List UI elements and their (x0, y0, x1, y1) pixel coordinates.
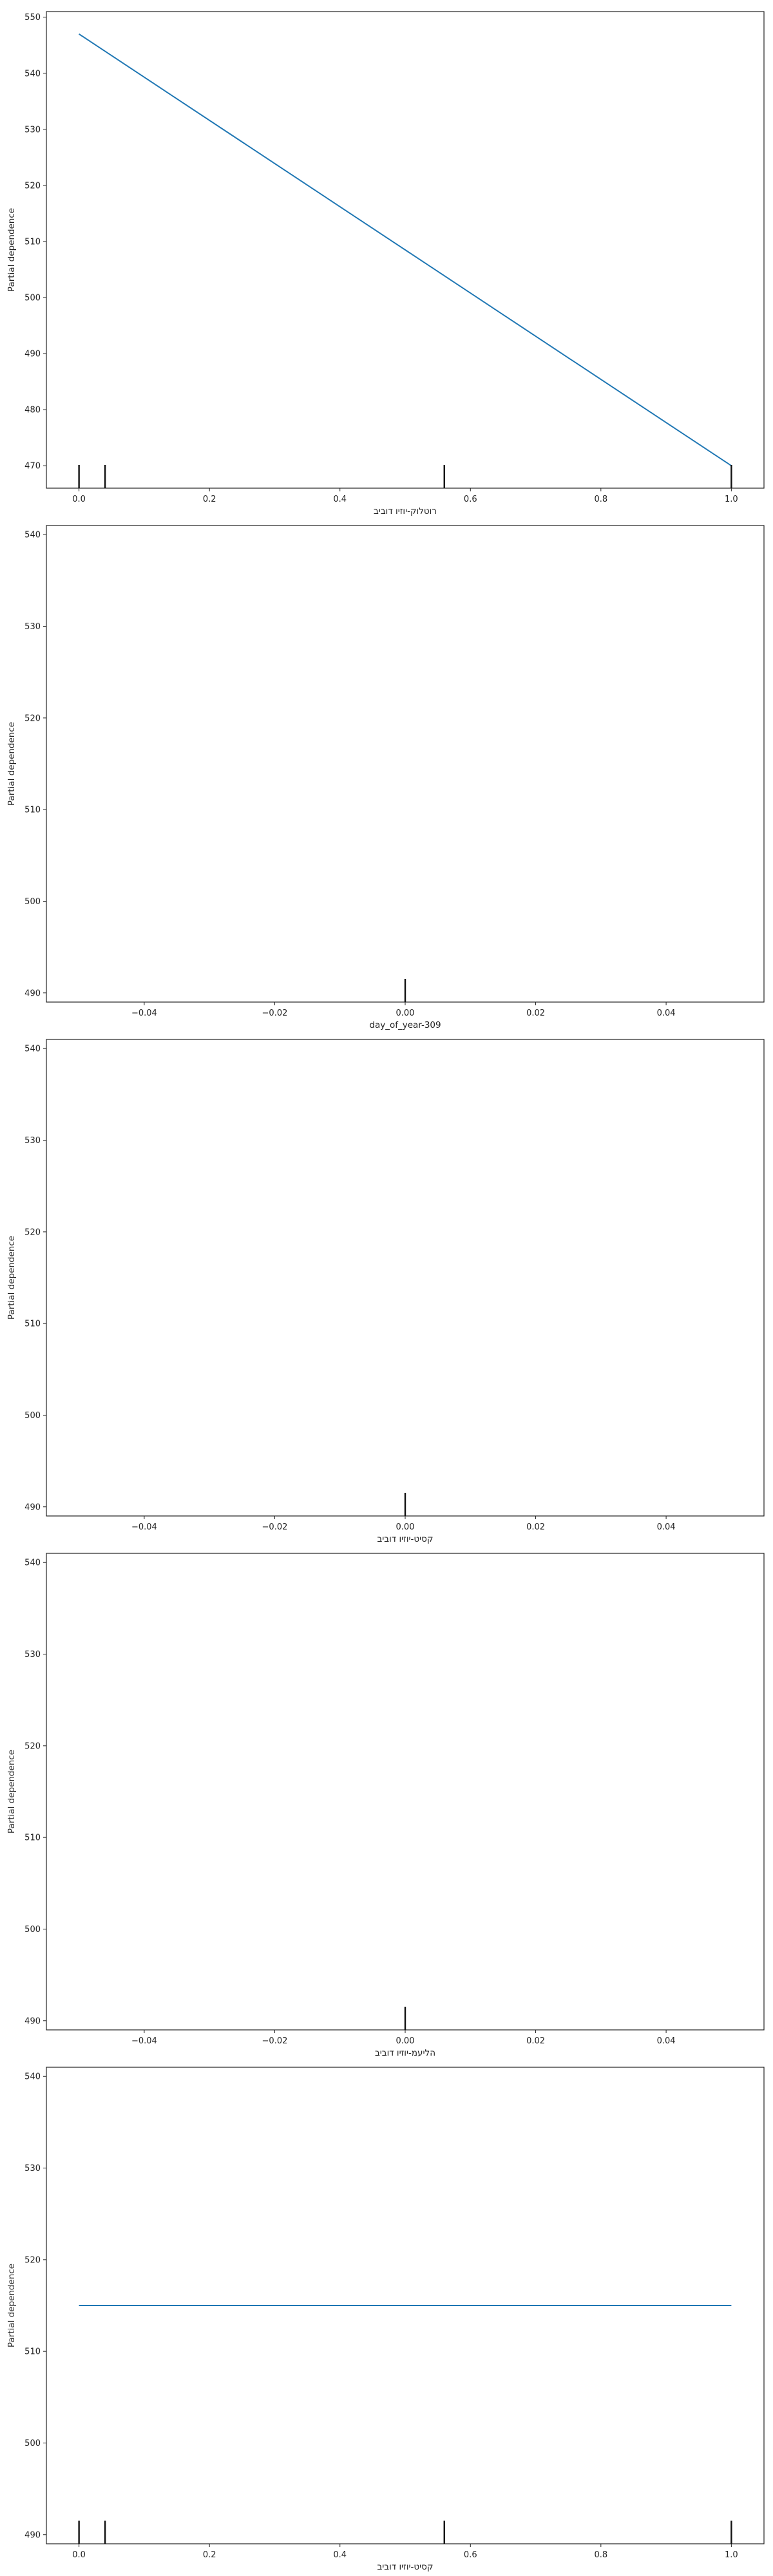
y-tick-label: 530 (24, 1650, 41, 1660)
y-tick-label: 530 (24, 125, 41, 135)
plot-frame (46, 2067, 765, 2544)
chart-panel-2: −0.04 −0.02 0.00 0.02 0.04 490 500 510 520 530 540… (6, 525, 765, 1030)
x-tick-label: −0.02 (262, 1522, 288, 1532)
chart-panel-1: 0.0 0.2 0.4 0.6 0.8 1.0 470 480 490 500 510 520 530 5… (6, 11, 765, 516)
y-tick-label: 530 (24, 2164, 41, 2174)
x-axis-label: day_of_year-309 (369, 1020, 441, 1030)
y-tick-label: 540 (24, 531, 41, 540)
y-tick-label: 530 (24, 1136, 41, 1146)
y-tick-label: 500 (24, 2439, 41, 2448)
y-tick-label: 470 (24, 462, 41, 471)
y-tick-label: 520 (24, 1227, 41, 1237)
x-tick-label: 0.2 (203, 2550, 216, 2560)
y-tick-label: 490 (24, 1502, 41, 1512)
x-tick-label: 0.00 (396, 1522, 415, 1532)
y-tick-label: 540 (24, 69, 41, 79)
y-tick-label: 490 (24, 989, 41, 998)
x-tick-label: 1.0 (725, 2550, 738, 2560)
chart-panel-4: −0.04 −0.02 0.00 0.02 0.04 490 500 510 520 530 540… (6, 1553, 765, 2058)
y-tick-label: 510 (24, 237, 41, 247)
x-tick-label: −0.04 (131, 2036, 157, 2046)
x-tick-label: 0.02 (526, 1522, 545, 1532)
x-tick-label: 0.6 (464, 495, 477, 504)
x-tick-label: −0.02 (262, 2036, 288, 2046)
y-axis-label: Partial dependence (6, 208, 17, 292)
y-tick-label: 490 (24, 350, 41, 359)
x-tick-label: 0.4 (333, 2550, 347, 2560)
y-tick-label: 480 (24, 406, 41, 415)
y-tick-label: 490 (24, 2530, 41, 2540)
y-tick-label: 500 (24, 1925, 41, 1935)
x-tick-label: 0.6 (464, 2550, 477, 2560)
x-tick-label: 0.04 (657, 2036, 676, 2046)
x-tick-label: 0.04 (657, 1009, 676, 1018)
x-tick-label: 0.4 (333, 495, 347, 504)
y-tick-label: 490 (24, 2016, 41, 2026)
chart-panel-3: −0.04 −0.02 0.00 0.02 0.04 490 500 510 520 530 540… (6, 1039, 765, 1544)
y-tick-label: 540 (24, 1045, 41, 1054)
x-tick-label: −0.02 (262, 1009, 288, 1018)
y-tick-label: 510 (24, 806, 41, 815)
y-tick-label: 520 (24, 714, 41, 723)
x-tick-label: 0.04 (657, 1522, 676, 1532)
y-tick-label: 520 (24, 1741, 41, 1751)
y-axis-label: Partial dependence (6, 722, 17, 806)
x-tick-label: 0.8 (594, 2550, 607, 2560)
y-tick-label: 550 (24, 13, 41, 23)
y-tick-label: 510 (24, 1320, 41, 1329)
y-tick-label: 540 (24, 2072, 41, 2082)
x-axis-label: קסיט-יוזיו דוביב (377, 1534, 433, 1544)
x-tick-label: 0.02 (526, 2036, 545, 2046)
y-tick-label: 510 (24, 2347, 41, 2357)
y-tick-label: 500 (24, 897, 41, 907)
x-tick-label: 0.0 (72, 2550, 86, 2560)
plot-frame (46, 11, 765, 489)
x-tick-label: 0.02 (526, 1009, 545, 1018)
x-axis-label: הליעמ-יוזיו דוביב (375, 2048, 435, 2058)
y-tick-label: 510 (24, 1833, 41, 1843)
partial-dependence-line (79, 33, 732, 467)
y-axis-label: Partial dependence (6, 1750, 17, 1833)
y-tick-label: 500 (24, 294, 41, 303)
x-axis-label: רוטלוק-יוזיו דוביב (374, 506, 437, 516)
x-tick-label: 0.0 (72, 495, 86, 504)
x-tick-label: 0.00 (396, 1009, 415, 1018)
y-tick-label: 530 (24, 622, 41, 632)
x-tick-label: 0.00 (396, 2036, 415, 2046)
y-tick-label: 540 (24, 1558, 41, 1568)
x-tick-label: 0.2 (203, 495, 216, 504)
y-axis-label: Partial dependence (6, 2264, 17, 2347)
y-axis-label: Partial dependence (6, 1236, 17, 1320)
x-tick-label: 1.0 (725, 495, 738, 504)
y-tick-label: 500 (24, 1411, 41, 1421)
x-axis-label: קסיט-יוזיו דוביב (377, 2562, 433, 2572)
x-tick-label: −0.04 (131, 1522, 157, 1532)
y-tick-label: 520 (24, 181, 41, 191)
y-tick-label: 520 (24, 2255, 41, 2265)
x-tick-label: −0.04 (131, 1009, 157, 1018)
chart-panel-5: 0.0 0.2 0.4 0.6 0.8 1.0 490 500 510 520 530 540 קסיט… (6, 2067, 765, 2572)
x-tick-label: 0.8 (594, 495, 607, 504)
